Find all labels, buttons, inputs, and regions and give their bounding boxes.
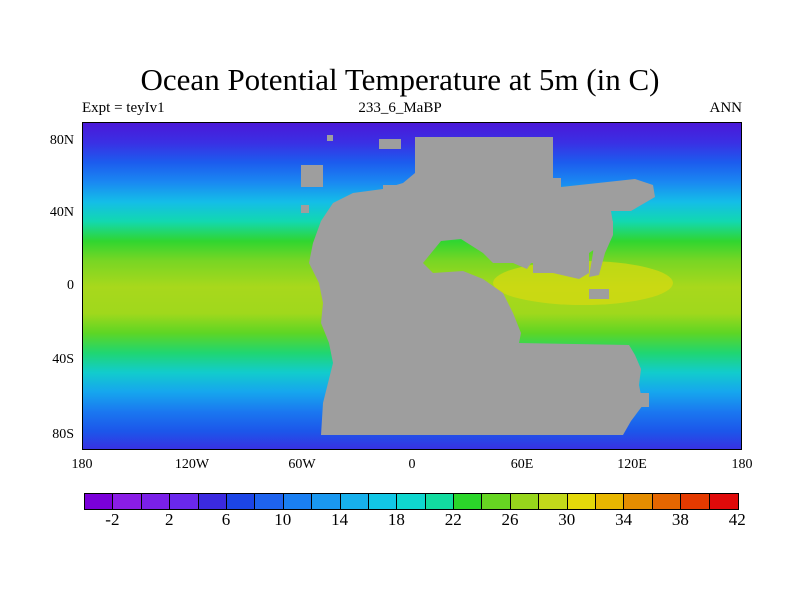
- colorbar-cell: [141, 494, 171, 509]
- island: [383, 185, 407, 195]
- colorbar-cell: [283, 494, 313, 509]
- lon-label-60w: 60W: [288, 457, 316, 472]
- colorbar-cell: [596, 494, 625, 509]
- colorbar-label: 18: [387, 510, 405, 529]
- colorbar-cell: [340, 494, 369, 509]
- lon-label-180e: 180: [731, 457, 753, 472]
- colorbar-cell: [567, 494, 597, 509]
- colorbar-label: 6: [221, 510, 231, 529]
- colorbar-cell: [170, 494, 199, 509]
- colorbar-label: 34: [615, 510, 633, 529]
- colorbar-cell: [482, 494, 511, 509]
- colorbar-cell: [198, 494, 227, 509]
- colorbar-label: 30: [558, 510, 576, 529]
- map-title: Ocean Potential Temperature at 5m (in C): [140, 62, 660, 97]
- colorbar-cell: [425, 494, 455, 509]
- colorbar-label: 38: [671, 510, 689, 529]
- season-label: ANN: [709, 100, 743, 116]
- island: [301, 205, 309, 213]
- colorbar-cell: [85, 494, 114, 509]
- temperature-map: [83, 123, 741, 449]
- colorbar-cell: [397, 494, 426, 509]
- colorbar-label: 22: [444, 510, 462, 529]
- colorbar-label: 2: [164, 510, 174, 529]
- colorbar-label: 26: [501, 510, 519, 529]
- island: [639, 393, 649, 407]
- island: [379, 139, 401, 149]
- colorbar-label: 10: [274, 510, 292, 529]
- island: [301, 165, 323, 187]
- lon-label-180w: 180: [71, 457, 93, 472]
- colorbar: [84, 493, 739, 510]
- island: [327, 135, 333, 141]
- colorbar-cell: [624, 494, 653, 509]
- map-panel: [82, 122, 742, 450]
- lat-label-80s: 80S: [52, 427, 74, 442]
- colorbar-cell: [312, 494, 341, 509]
- lat-label-80n: 80N: [49, 133, 74, 148]
- time-label: 233_6_MaBP: [358, 100, 442, 116]
- colorbar-cell: [113, 494, 142, 509]
- lon-label-120w: 120W: [174, 457, 210, 472]
- lat-label-40n: 40N: [49, 205, 74, 220]
- colorbar-cell: [454, 494, 483, 509]
- island: [589, 289, 609, 299]
- colorbar-cell: [255, 494, 284, 509]
- colorbar-cell: [681, 494, 710, 509]
- colorbar-cell: [652, 494, 682, 509]
- colorbar-cell: [510, 494, 540, 509]
- lon-label-0: 0: [408, 457, 416, 472]
- island: [533, 261, 563, 273]
- colorbar-label: 14: [331, 510, 349, 529]
- colorbar-cell: [226, 494, 256, 509]
- lon-label-120e: 120E: [617, 457, 647, 472]
- colorbar-label: 42: [728, 510, 746, 529]
- colorbar-cell: [539, 494, 568, 509]
- lat-label-eq: 0: [67, 278, 74, 293]
- supercontinent: [309, 137, 655, 435]
- colorbar-label: -2: [105, 510, 120, 529]
- lat-label-40s: 40S: [52, 352, 74, 367]
- colorbar-cell: [709, 494, 738, 509]
- colorbar-cell: [368, 494, 398, 509]
- experiment-label: Expt = teyIv1: [82, 100, 165, 116]
- eastern-peninsula: [589, 221, 613, 277]
- lon-label-60e: 60E: [510, 457, 534, 472]
